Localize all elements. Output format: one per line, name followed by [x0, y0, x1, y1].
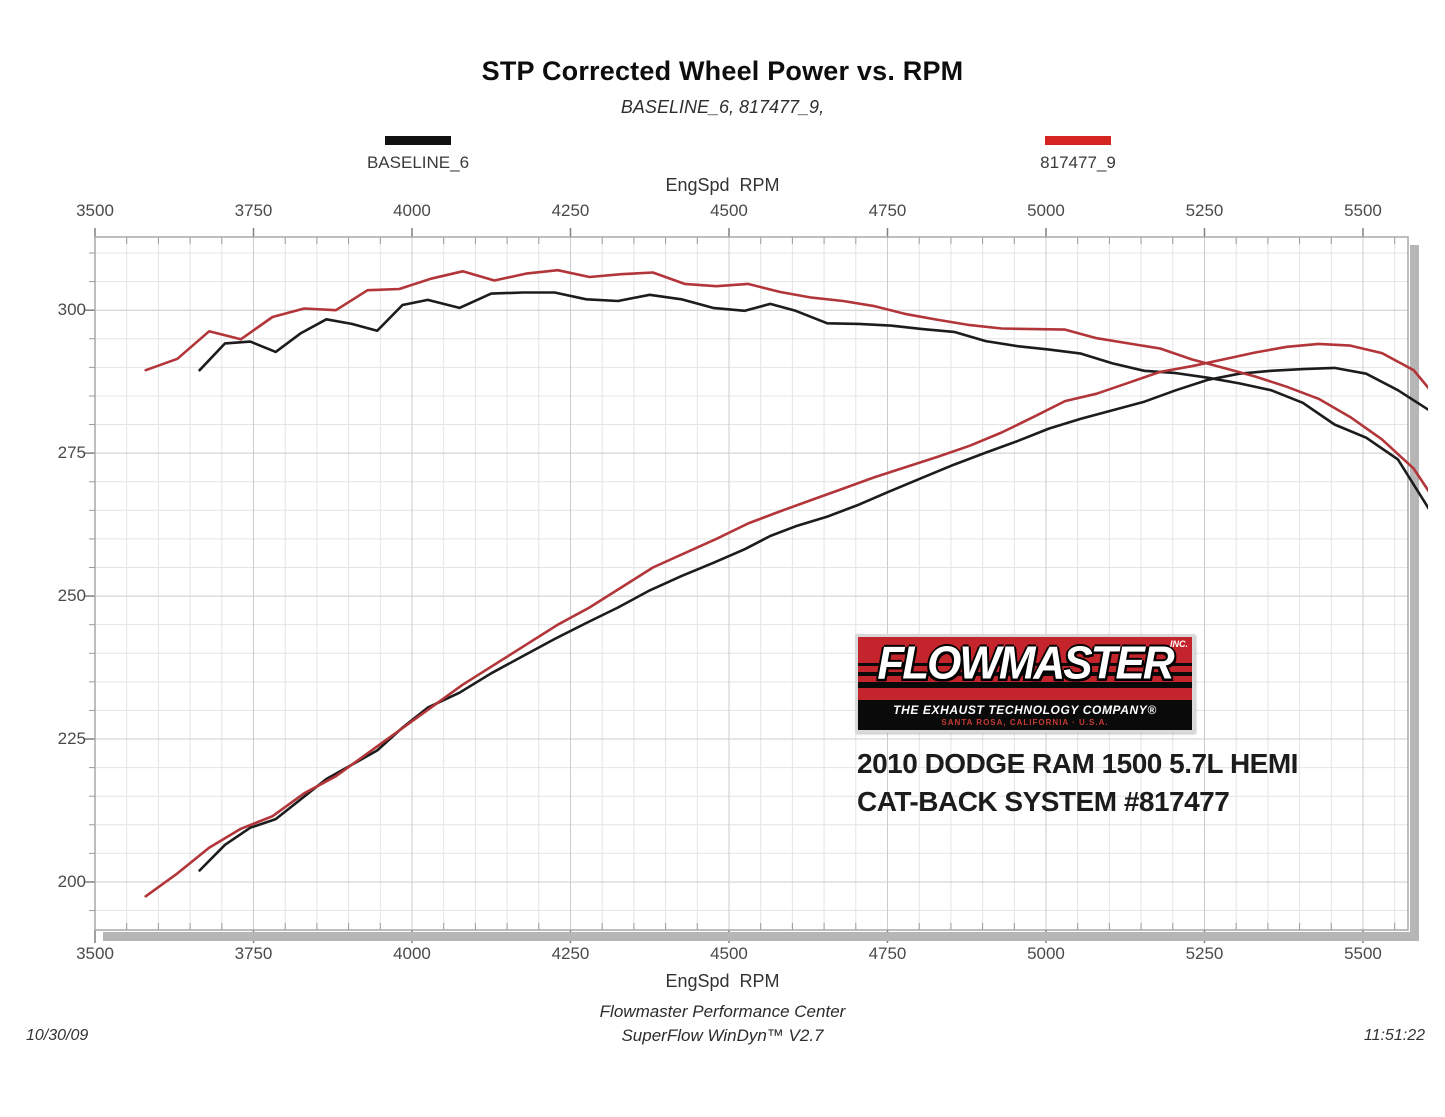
x-tick-top-3500: 3500: [76, 201, 114, 220]
legend-swatch-817477: [1045, 136, 1111, 145]
x-tick-bottom-3500: 3500: [76, 944, 114, 963]
x-tick-top-4750: 4750: [868, 201, 907, 220]
y-tick-250: 250: [57, 586, 86, 606]
x-tick-bottom-4750: 4750: [868, 944, 907, 963]
logo-tagline: THE EXHAUST TECHNOLOGY COMPANY®: [893, 703, 1157, 717]
x-axis-label-top: EngSpd RPM: [665, 175, 780, 195]
x-tick-top-4000: 4000: [393, 201, 431, 220]
x-tick-top-5500: 5500: [1344, 201, 1382, 220]
logo-stripe: [858, 663, 1192, 666]
x-tick-top-4250: 4250: [551, 201, 590, 220]
plot-area: [80, 222, 1434, 946]
x-tick-bottom-4250: 4250: [551, 944, 590, 963]
y-tick-300: 300: [57, 300, 86, 320]
vehicle-info: 2010 DODGE RAM 1500 5.7L HEMI CAT-BACK S…: [857, 745, 1298, 821]
x-tick-bottom-4500: 4500: [710, 944, 748, 963]
flowmaster-logo: FLOWMASTER INC. THE EXHAUST TECHNOLOGY C…: [855, 634, 1195, 733]
footer-facility: Flowmaster Performance Center: [599, 1002, 846, 1021]
logo-stripe: [858, 672, 1192, 676]
legend-label-baseline: BASELINE_6: [366, 153, 470, 172]
y-tick-200: 200: [57, 871, 86, 891]
footer-time: 11:51:22: [1363, 1027, 1425, 1044]
logo-inc-text: INC.: [1170, 639, 1188, 649]
x-tick-bottom-3750: 3750: [234, 944, 273, 963]
x-tick-top-4500: 4500: [710, 201, 748, 220]
y-tick-225: 225: [57, 729, 86, 749]
footer-date: 10/30/09: [26, 1027, 89, 1044]
x-tick-top-3750: 3750: [234, 201, 273, 220]
legend-swatch-baseline: [385, 136, 451, 145]
logo-black-band: [858, 700, 1192, 730]
logo-address: SANTA ROSA, CALIFORNIA · U.S.A.: [941, 718, 1109, 727]
y-tick-275: 275: [57, 443, 86, 463]
chart-title: STP Corrected Wheel Power vs. RPM: [481, 56, 964, 86]
footer-software: SuperFlow WinDyn™ V2.7: [621, 1026, 824, 1045]
x-tick-bottom-5250: 5250: [1185, 944, 1224, 963]
x-axis-label-bottom: EngSpd RPM: [665, 971, 780, 991]
vehicle-line-2: CAT-BACK SYSTEM #817477: [857, 786, 1230, 817]
chart-subtitle: BASELINE_6, 817477_9,: [620, 97, 825, 117]
curve-817477_9-power: [144, 342, 1434, 898]
x-tick-bottom-5500: 5500: [1344, 944, 1382, 963]
legend-item-baseline: BASELINE_6: [348, 136, 488, 173]
x-tick-bottom-5000: 5000: [1027, 944, 1065, 963]
legend-label-817477: 817477_9: [1040, 153, 1116, 172]
flowmaster-wordmark: FLOWMASTER: [877, 637, 1174, 690]
curve-BASELINE_6-power: [198, 366, 1434, 872]
legend-item-817477: 817477_9: [1008, 136, 1148, 173]
vehicle-line-1: 2010 DODGE RAM 1500 5.7L HEMI: [857, 748, 1298, 779]
x-tick-top-5000: 5000: [1027, 201, 1065, 220]
dyno-plot-svg: [84, 228, 1434, 943]
curve-817477_9-torque: [144, 268, 1434, 499]
x-tick-bottom-4000: 4000: [393, 944, 431, 963]
x-tick-top-5250: 5250: [1185, 201, 1224, 220]
logo-stripe: [858, 682, 1192, 688]
